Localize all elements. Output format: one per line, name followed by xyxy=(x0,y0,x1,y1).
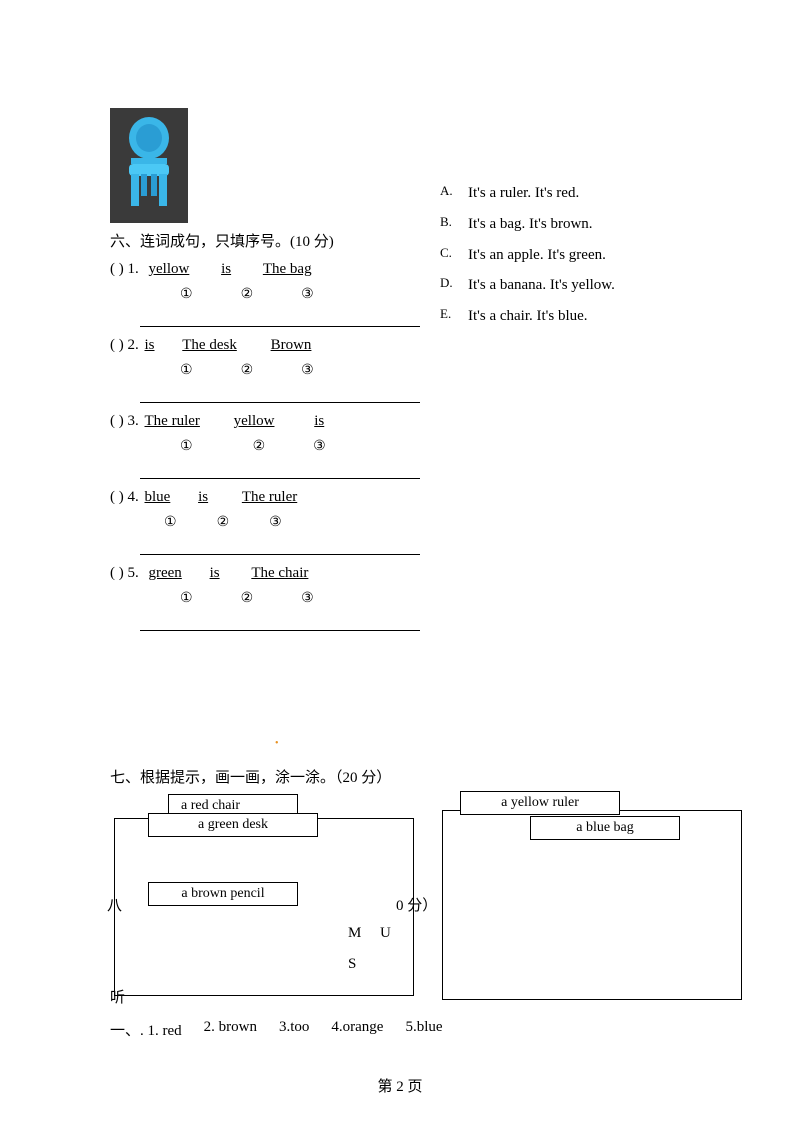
stray-text-m: M xyxy=(348,925,361,942)
q4-circles: ① ② ③ xyxy=(164,514,430,531)
ans-1: 一、. 1. red xyxy=(110,1019,182,1040)
label-red-chair: a red chair xyxy=(168,794,298,814)
q3-num: ( ) 3. xyxy=(110,413,139,429)
q2-blank[interactable] xyxy=(140,389,420,403)
q4-num: ( ) 4. xyxy=(110,489,139,505)
label-blue-bag: a blue bag xyxy=(530,816,680,840)
ans-2: 2. brown xyxy=(204,1019,257,1040)
label-yellow-ruler: a yellow ruler xyxy=(460,791,620,815)
stray-text-ting: 听 xyxy=(110,986,125,1007)
option-d: D.It's a banana. It's yellow. xyxy=(440,270,740,301)
q2-word-3: Brown xyxy=(271,337,312,353)
question-4: ( ) 4. blue is The ruler ① ② ③ xyxy=(110,489,430,555)
q1-word-1: yellow xyxy=(149,261,190,277)
drawing-box-left[interactable] xyxy=(114,818,414,996)
question-3: ( ) 3. The ruler yellow is ① ② ③ xyxy=(110,413,430,479)
q5-word-2: is xyxy=(210,565,220,581)
q5-circles: ① ② ③ xyxy=(180,590,430,607)
q1-num: ( ) 1. xyxy=(110,261,139,277)
q2-word-1: is xyxy=(145,337,155,353)
ans-3: 3.too xyxy=(279,1019,309,1040)
section-7-title: 七、根据提示，画一画，涂一涂。（20 分） xyxy=(110,766,391,787)
answer-key-row: 一、. 1. red 2. brown 3.too 4.orange 5.blu… xyxy=(110,1019,443,1040)
q4-word-1: blue xyxy=(145,489,171,505)
q2-circles: ① ② ③ xyxy=(180,362,430,379)
stray-text-u: U xyxy=(380,925,391,942)
option-c: C.It's an apple. It's green. xyxy=(440,240,740,271)
q3-blank[interactable] xyxy=(140,465,420,479)
stray-text-s: S xyxy=(348,956,356,973)
options-list: A.It's a ruler. It's red. B.It's a bag. … xyxy=(440,178,740,332)
q3-word-3: is xyxy=(314,413,324,429)
q3-circles: ① ② ③ xyxy=(180,438,430,455)
question-1: ( ) 1. yellow is The bag ① ② ③ xyxy=(110,261,430,327)
ans-4: 4.orange xyxy=(331,1019,383,1040)
section-6-title: 六、连词成句，只填序号。(10 分) xyxy=(110,230,430,251)
q4-word-3: The ruler xyxy=(242,489,297,505)
q5-word-1: green xyxy=(149,565,182,581)
chair-photo xyxy=(110,108,188,223)
label-brown-pencil: a brown pencil xyxy=(148,882,298,906)
question-5: ( ) 5. green is The chair ① ② ③ • xyxy=(110,565,430,631)
q4-word-2: is xyxy=(198,489,208,505)
q5-blank[interactable] xyxy=(140,617,420,631)
stray-text-0fen: 0 分） xyxy=(396,894,437,915)
option-e: E.It's a chair. It's blue. xyxy=(440,301,740,332)
chair-icon xyxy=(119,116,179,216)
q2-num: ( ) 2. xyxy=(110,337,139,353)
q1-word-2: is xyxy=(221,261,231,277)
q1-word-3: The bag xyxy=(263,261,312,277)
q1-blank[interactable] xyxy=(140,313,420,327)
q2-word-2: The desk xyxy=(182,337,237,353)
ans-5: 5.blue xyxy=(405,1019,442,1040)
q3-word-2: yellow xyxy=(234,413,275,429)
q5-num: ( ) 5. xyxy=(110,565,139,581)
question-2: ( ) 2. is The desk Brown ① ② ③ xyxy=(110,337,430,403)
section-6: 六、连词成句，只填序号。(10 分) ( ) 1. yellow is The … xyxy=(110,230,430,641)
label-green-desk: a green desk xyxy=(148,813,318,837)
page-footer: 第 2 页 xyxy=(0,1075,800,1096)
stray-text-ba: 八 xyxy=(107,894,122,915)
q4-blank[interactable] xyxy=(140,541,420,555)
option-a: A.It's a ruler. It's red. xyxy=(440,178,740,209)
orange-dot-icon: • xyxy=(275,738,279,749)
q1-circles: ① ② ③ xyxy=(180,286,430,303)
option-b: B.It's a bag. It's brown. xyxy=(440,209,740,240)
q5-word-3: The chair xyxy=(251,565,308,581)
q3-word-1: The ruler xyxy=(145,413,200,429)
